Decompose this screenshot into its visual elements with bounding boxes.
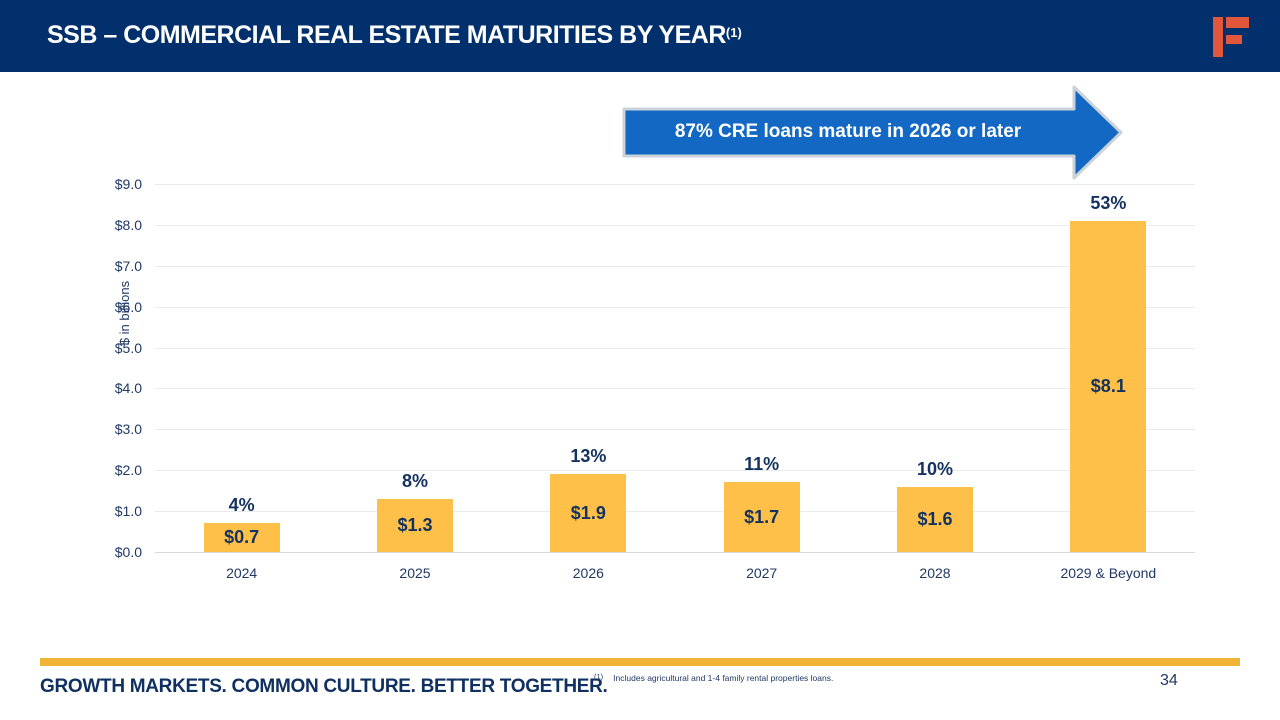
slide-header: SSB – COMMERCIAL REAL ESTATE MATURITIES …	[0, 0, 1280, 72]
y-tick-label: $1.0	[114, 503, 142, 520]
bar-2028: $1.6	[897, 486, 973, 552]
y-tick-label: $5.0	[114, 339, 142, 356]
y-tick-label: $9.0	[114, 176, 142, 192]
bar-value-label: $1.7	[744, 506, 780, 527]
bar-value-label: $1.3	[397, 514, 433, 535]
bar-value-label: $8.1	[1090, 375, 1126, 396]
logo-vertical-bar	[1213, 17, 1223, 57]
firstbank-logo-icon	[1213, 17, 1249, 57]
bar-pct-label: 4%	[228, 495, 255, 516]
footer-tagline: GROWTH MARKETS. COMMON CULTURE. BETTER T…	[40, 676, 608, 697]
y-tick-label: $7.0	[114, 257, 142, 274]
callout-arrow	[622, 85, 1123, 180]
footnote: (1) Includes agricultural and 1-4 family …	[594, 672, 833, 683]
y-tick-label: $6.0	[114, 298, 142, 315]
x-tick-label: 2025	[399, 565, 431, 581]
bar-pct-label: 11%	[744, 454, 780, 475]
x-tick-label: 2029 & Beyond	[1060, 565, 1157, 581]
y-tick-label: $8.0	[114, 216, 142, 233]
bar-chart: $0.0 $1.0 $2.0 $3.0 $4.0 $5.0 $6.0 $7.0 $8.0 $9.0…	[115, 176, 1195, 581]
bar-2029 & Beyond: $8.1	[1070, 220, 1147, 552]
gridline	[155, 224, 1195, 226]
footnote-text: Includes agricultural and 1-4 family ren…	[613, 673, 834, 683]
logo-middle-arm	[1226, 35, 1242, 44]
x-tick-label: 2027	[746, 565, 778, 581]
gridline	[155, 388, 1195, 390]
footnote-marker: (1)	[594, 672, 604, 681]
callout-text: 87% CRE loans mature in 2026 or later	[674, 121, 1022, 142]
x-tick-label: 2024	[226, 565, 258, 581]
bar-2024: $0.7	[203, 523, 280, 552]
logo-top-arm	[1226, 17, 1249, 28]
page-title-text: SSB – COMMERCIAL REAL ESTATE MATURITIES …	[47, 21, 726, 49]
gridline	[155, 306, 1195, 308]
bar-pct-label: 13%	[570, 446, 607, 467]
page-title: SSB – COMMERCIAL REAL ESTATE MATURITIES …	[47, 21, 742, 50]
x-tick-label: 2026	[572, 565, 604, 581]
gridline	[155, 184, 1195, 185]
gridline	[155, 347, 1195, 349]
gridline	[155, 429, 1195, 431]
page-title-footnote-marker: (1)	[725, 25, 742, 40]
gridline	[155, 265, 1195, 267]
y-tick-label: $2.0	[114, 462, 142, 479]
bar-value-label: $0.7	[224, 527, 260, 548]
gridline	[155, 511, 1195, 513]
bar-value-label: $1.9	[570, 502, 606, 523]
bar-pct-label: 10%	[916, 458, 954, 479]
x-tick-label: 2028	[919, 565, 951, 581]
bar-pct-label: 8%	[401, 470, 428, 491]
y-tick-label: $4.0	[114, 380, 142, 397]
bar-2026: $1.9	[550, 474, 627, 552]
bar-2025: $1.3	[377, 498, 453, 552]
gridline	[155, 552, 1195, 553]
gridline	[155, 470, 1195, 472]
page-number: 34	[1160, 672, 1178, 689]
bar-value-label: $1.6	[917, 508, 953, 529]
footer-accent-bar	[40, 658, 1240, 666]
y-tick-label: $3.0	[114, 421, 142, 438]
bar-pct-label: 53%	[1090, 192, 1127, 213]
y-tick-label: $0.0	[114, 544, 142, 560]
bar-2027: $1.7	[723, 482, 800, 552]
